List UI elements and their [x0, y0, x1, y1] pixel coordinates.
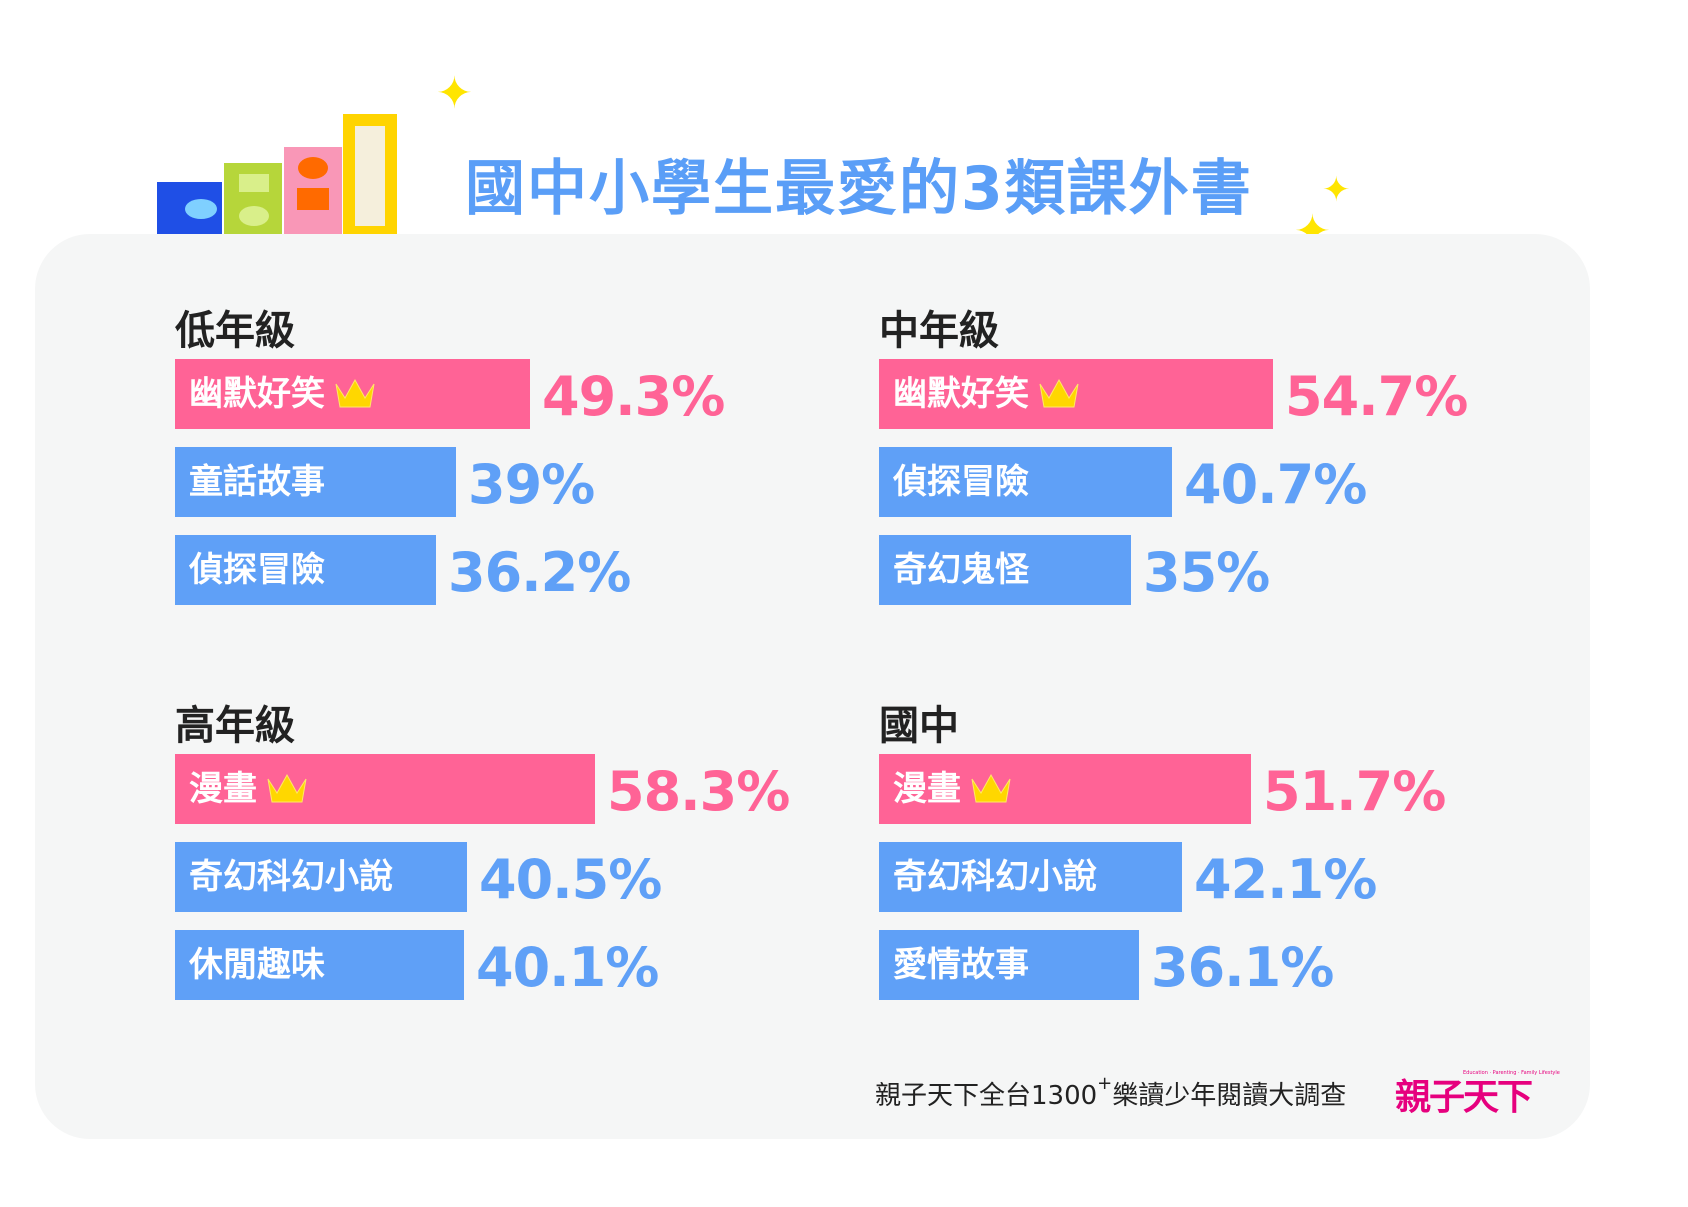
bar-label: 奇幻科幻小說 [893, 857, 1097, 897]
value-label: 36.2% [448, 541, 631, 604]
group-title: 低年級 [175, 308, 295, 354]
bar: 奇幻科幻小說 [175, 842, 467, 912]
source-text: 親子天下全台1300 [875, 1081, 1098, 1111]
group-junior-high: 國中 漫畫 51.7% 奇幻科幻小說 42.1% 愛情故事 36.1% [879, 693, 1519, 1023]
sparkle-icon: ✦ [1322, 170, 1351, 210]
group-title: 高年級 [175, 703, 295, 749]
value-label: 39% [468, 453, 595, 516]
bar-row: 漫畫 58.3% [175, 754, 815, 824]
bar-label: 漫畫 [189, 769, 257, 809]
bar-label: 偵探冒險 [893, 462, 1029, 502]
bar-label: 奇幻鬼怪 [893, 550, 1029, 590]
bar-label: 休閒趣味 [189, 945, 325, 985]
value-label: 40.7% [1184, 453, 1367, 516]
value-label: 49.3% [542, 365, 725, 428]
bar: 愛情故事 [879, 930, 1139, 1000]
value-label: 58.3% [607, 760, 790, 823]
page-title: 國中小學生最愛的3類課外書 [465, 154, 1253, 224]
bar-row: 偵探冒險 36.2% [175, 535, 815, 605]
source-plus: + [1097, 1073, 1113, 1094]
bar-label: 幽默好笑 [189, 374, 325, 414]
value-label: 36.1% [1151, 936, 1334, 999]
value-label: 42.1% [1194, 848, 1377, 911]
crown-icon [267, 773, 307, 802]
bar-row: 奇幻科幻小說 40.5% [175, 842, 815, 912]
bar-row: 愛情故事 36.1% [879, 930, 1519, 1000]
bar: 休閒趣味 [175, 930, 464, 1000]
bar: 漫畫 [175, 754, 595, 824]
bar-row: 奇幻科幻小說 42.1% [879, 842, 1519, 912]
logo-text: 親子天下 [1395, 1077, 1533, 1118]
value-label: 40.5% [479, 848, 662, 911]
bar-row: 奇幻鬼怪 35% [879, 535, 1519, 605]
bar-label: 愛情故事 [893, 945, 1029, 985]
brand-logo: 親子天下 Education · Parenting · Family Life… [1395, 1068, 1560, 1118]
bar-label: 漫畫 [893, 769, 961, 809]
group-upper-grades: 高年級 漫畫 58.3% 奇幻科幻小說 40.5% 休閒趣味 40.1% [175, 693, 815, 1023]
value-label: 35% [1143, 541, 1270, 604]
source-text-end: 樂讀少年閱讀大調查 [1112, 1081, 1347, 1111]
value-label: 51.7% [1263, 760, 1446, 823]
group-title: 中年級 [879, 308, 999, 354]
sparkle-icon: ✦ [436, 68, 473, 119]
bar-row: 偵探冒險 40.7% [879, 447, 1519, 517]
bar: 漫畫 [879, 754, 1251, 824]
crown-icon [971, 773, 1011, 802]
bar-row: 幽默好笑 54.7% [879, 359, 1519, 429]
bar: 童話故事 [175, 447, 456, 517]
bar-label: 幽默好笑 [893, 374, 1029, 414]
group-middle-grades: 中年級 幽默好笑 54.7% 偵探冒險 40.7% 奇幻鬼怪 35% [879, 298, 1519, 628]
bar: 偵探冒險 [879, 447, 1172, 517]
bar: 幽默好笑 [879, 359, 1273, 429]
source-note: 親子天下全台1300+樂讀少年閱讀大調查 [875, 1073, 1347, 1112]
bar: 偵探冒險 [175, 535, 436, 605]
group-lower-grades: 低年級 幽默好笑 49.3% 童話故事 39% 偵探冒險 36.2% [175, 298, 815, 628]
books-illustration [157, 114, 397, 236]
logo-subtext: Education · Parenting · Family Lifestyle [1463, 1070, 1560, 1076]
crown-icon [335, 378, 375, 407]
bar-row: 童話故事 39% [175, 447, 815, 517]
bar-label: 童話故事 [189, 462, 325, 502]
group-title: 國中 [879, 703, 959, 749]
bar: 奇幻科幻小說 [879, 842, 1182, 912]
bar: 奇幻鬼怪 [879, 535, 1131, 605]
bar: 幽默好笑 [175, 359, 530, 429]
bar-label: 奇幻科幻小說 [189, 857, 393, 897]
bar-row: 休閒趣味 40.1% [175, 930, 815, 1000]
bar-row: 幽默好笑 49.3% [175, 359, 815, 429]
bar-label: 偵探冒險 [189, 550, 325, 590]
crown-icon [1039, 378, 1079, 407]
bar-row: 漫畫 51.7% [879, 754, 1519, 824]
value-label: 40.1% [476, 936, 659, 999]
value-label: 54.7% [1285, 365, 1468, 428]
